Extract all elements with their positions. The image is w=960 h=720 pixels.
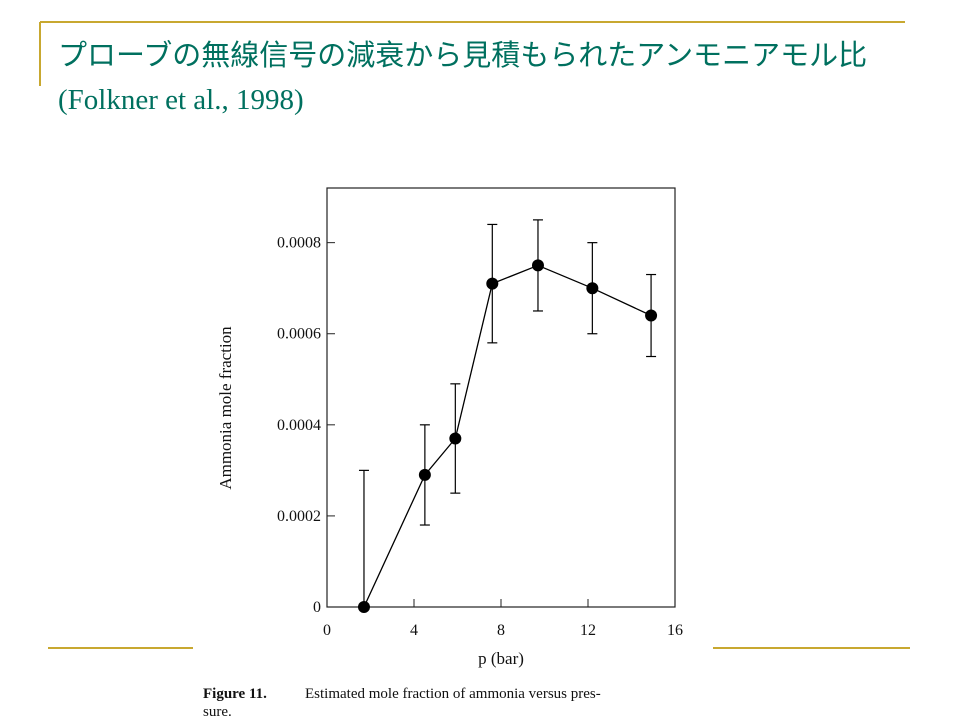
x-tick-label: 4 [410, 622, 418, 639]
data-point [586, 282, 599, 295]
caption-text: Estimated mole fraction of ammonia versu… [305, 686, 601, 702]
caption-label: Figure 11. [203, 686, 267, 702]
data-point [531, 259, 544, 272]
y-tick-label: 0.0004 [277, 417, 321, 434]
data-point [645, 309, 658, 322]
figure-background [193, 185, 713, 720]
y-tick-label: 0.0006 [277, 326, 321, 343]
y-tick-label: 0 [313, 599, 321, 616]
x-tick-label: 12 [580, 622, 596, 639]
y-tick-label: 0.0002 [277, 508, 321, 525]
x-tick-label: 16 [667, 622, 683, 639]
x-tick-label: 8 [497, 622, 505, 639]
x-axis-label: p (bar) [478, 649, 524, 668]
y-tick-label: 0.0008 [277, 235, 321, 252]
data-point [418, 468, 431, 481]
x-tick-label: 0 [323, 622, 331, 639]
data-point [449, 432, 462, 445]
caption-text: sure. [203, 704, 232, 720]
slide-title: プローブの無線信号の減衰から見積もられたアンモニアモル比 (Folkner et… [58, 40, 868, 116]
data-point [357, 601, 370, 613]
y-axis-label: Ammonia mole fraction [216, 326, 235, 490]
data-point [486, 277, 499, 290]
